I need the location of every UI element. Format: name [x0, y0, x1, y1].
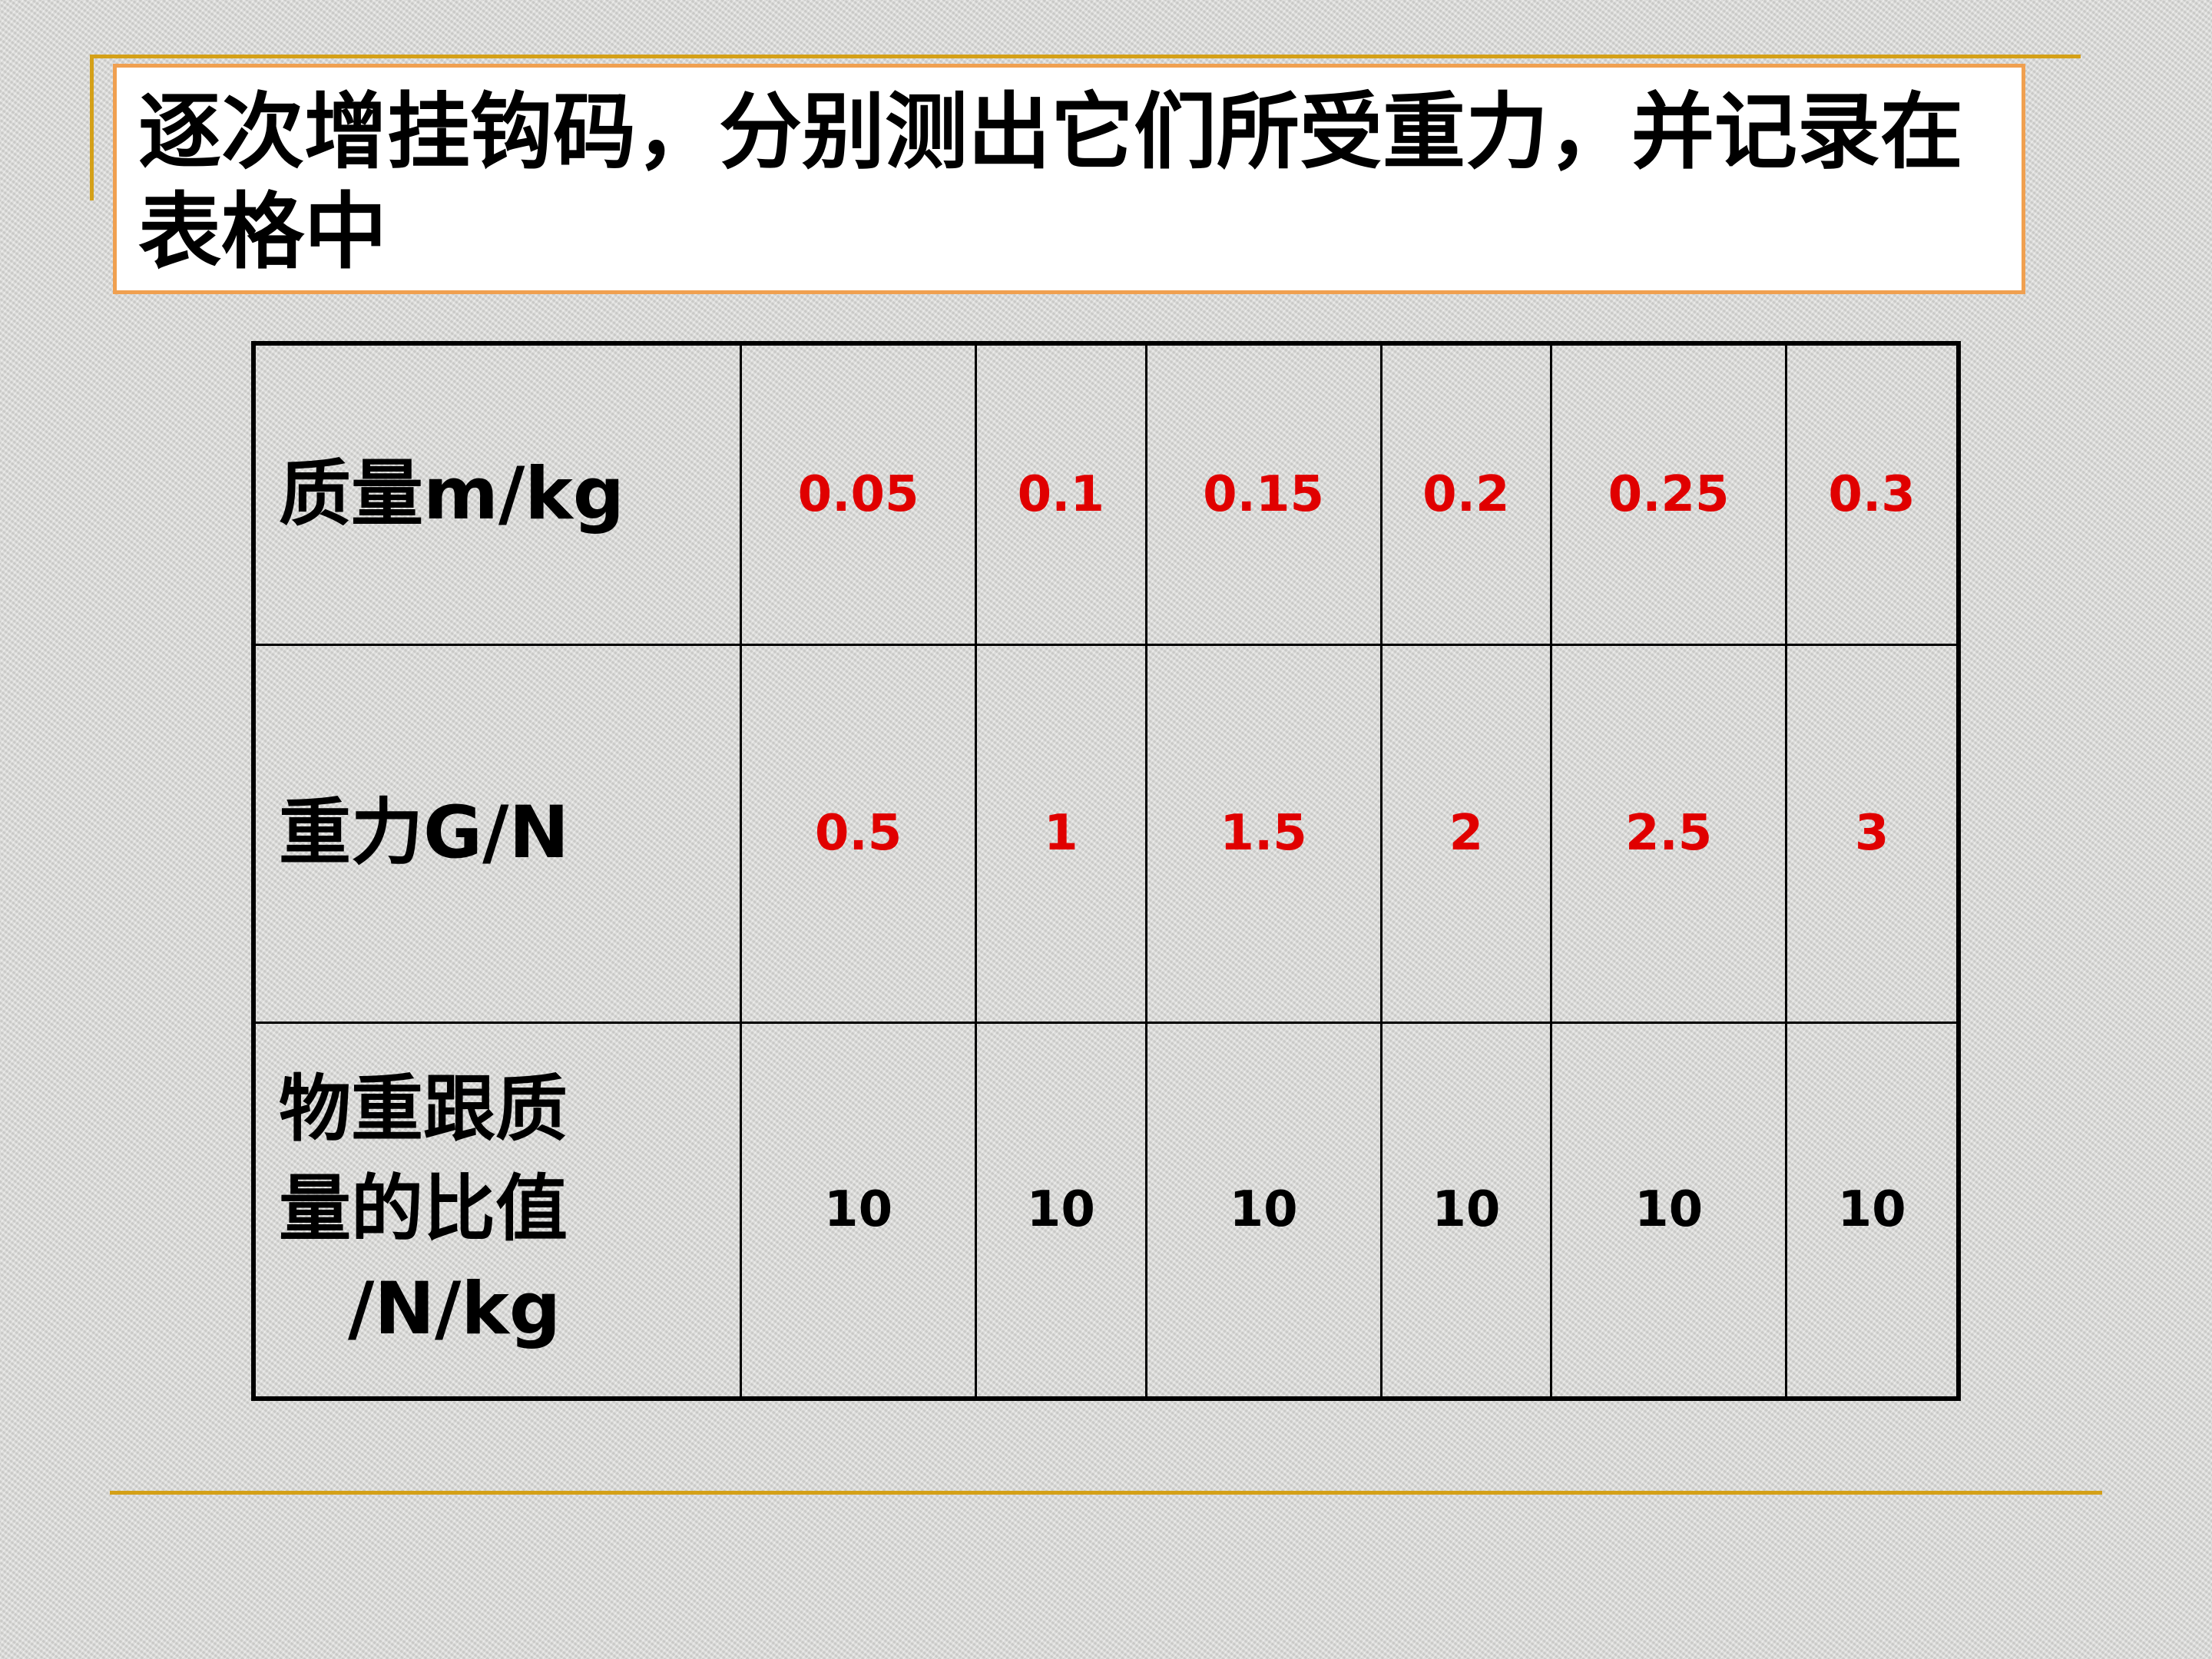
weight-cell: 0.5 [739, 643, 978, 1024]
row-label-weight: 重力G/N [252, 643, 742, 1024]
row-label-ratio: 物重跟质量的比值/N/kg [252, 1021, 742, 1400]
data-table: 质量m/kg 0.05 0.1 0.15 0.2 0.25 0.3 重力G/N … [251, 341, 1961, 1401]
ratio-cell: 10 [739, 1021, 978, 1400]
table-row: 重力G/N 0.5 1 1.5 2 2.5 3 [252, 643, 1960, 1024]
ratio-cell: 10 [1144, 1021, 1382, 1400]
mass-cell: 0.25 [1550, 342, 1788, 646]
mass-cell: 0.1 [975, 342, 1147, 646]
ratio-cell: 10 [1785, 1021, 1960, 1400]
slide-title: 逐次增挂钩码，分别测出它们所受重力，并记录在表格中 [138, 84, 1964, 280]
ratio-cell: 10 [975, 1021, 1147, 1400]
mass-cell: 0.15 [1144, 342, 1382, 646]
title-box: 逐次增挂钩码，分别测出它们所受重力，并记录在表格中 [113, 64, 2025, 294]
ratio-unit-line: /N/kg [279, 1260, 740, 1359]
ratio-unit: /N/kg [348, 1267, 561, 1352]
weight-cell: 3 [1785, 643, 1960, 1024]
ratio-label-text: 物重跟质量的比值 [279, 1068, 568, 1252]
bottom-gold-line [110, 1491, 2102, 1495]
row-label-mass: 质量m/kg [252, 342, 742, 646]
weight-cell: 2.5 [1550, 643, 1788, 1024]
weight-cell: 1.5 [1144, 643, 1382, 1024]
mass-cell: 0.3 [1785, 342, 1960, 646]
mass-cell: 0.2 [1379, 342, 1553, 646]
table-row: 物重跟质量的比值/N/kg 10 10 10 10 10 10 [252, 1021, 1960, 1400]
mass-cell: 0.05 [739, 342, 978, 646]
ratio-cell: 10 [1379, 1021, 1553, 1400]
left-gold-line [90, 55, 94, 200]
ratio-cell: 10 [1550, 1021, 1788, 1400]
top-gold-line [91, 55, 2081, 58]
table-row: 质量m/kg 0.05 0.1 0.15 0.2 0.25 0.3 [252, 342, 1960, 646]
weight-cell: 1 [975, 643, 1147, 1024]
weight-cell: 2 [1379, 643, 1553, 1024]
